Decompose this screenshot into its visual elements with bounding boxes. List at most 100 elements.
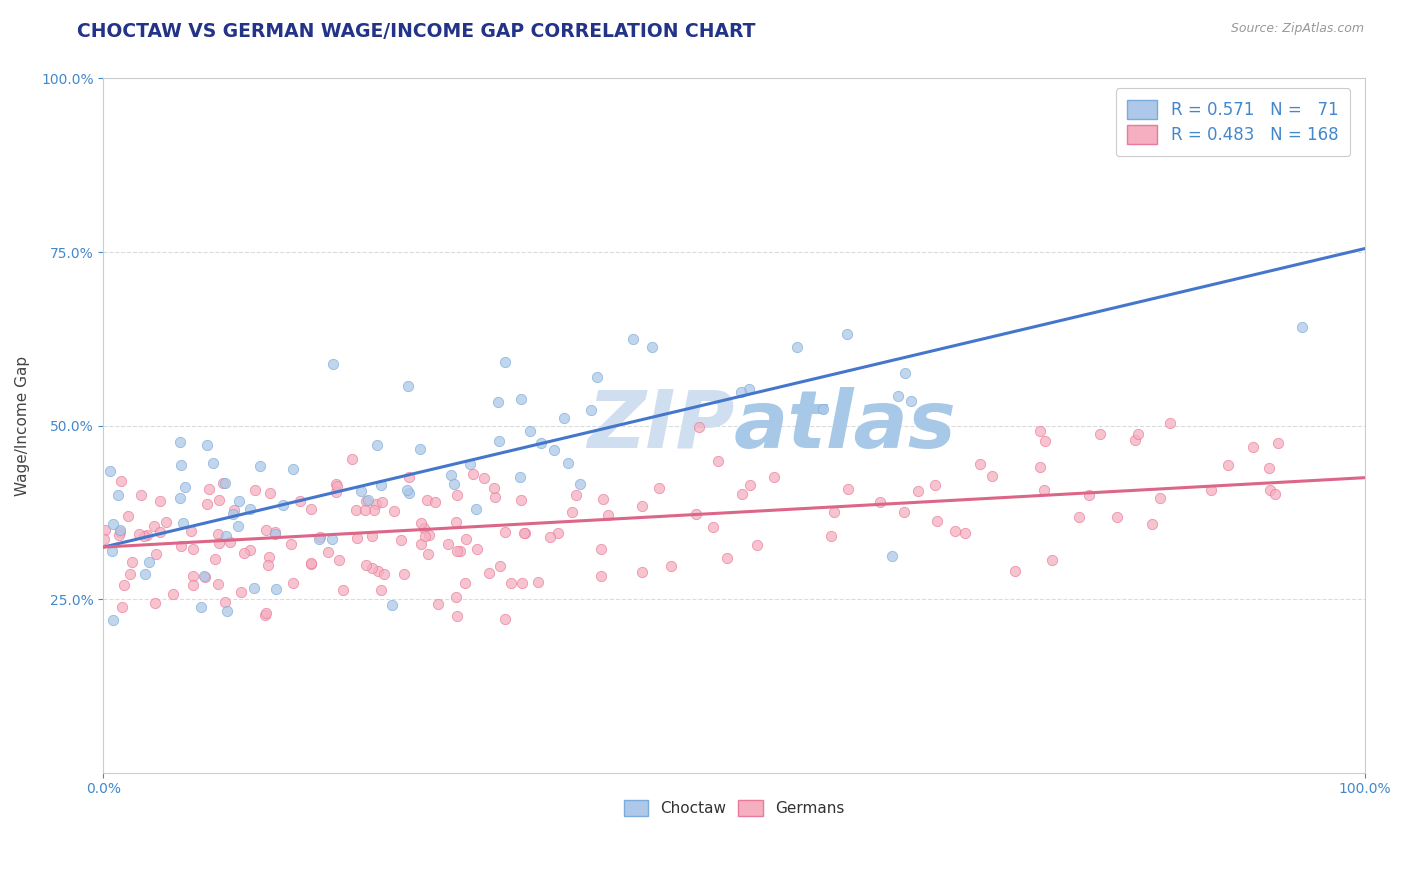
- Point: [325, 476, 347, 491]
- Point: [738, 382, 761, 396]
- Point: [370, 582, 392, 597]
- Point: [1105, 509, 1128, 524]
- Point: [111, 599, 134, 614]
- Point: [346, 531, 368, 545]
- Point: [981, 469, 1004, 483]
- Point: [621, 332, 644, 346]
- Legend: Choctaw, Germans: Choctaw, Germans: [616, 793, 852, 824]
- Point: [1291, 319, 1313, 334]
- Point: [925, 514, 948, 528]
- Point: [370, 477, 392, 491]
- Point: [215, 529, 238, 543]
- Point: [1033, 434, 1056, 448]
- Point: [207, 526, 229, 541]
- Point: [214, 594, 236, 608]
- Point: [357, 492, 380, 507]
- Point: [149, 524, 172, 539]
- Point: [149, 493, 172, 508]
- Point: [354, 494, 377, 508]
- Point: [257, 550, 280, 565]
- Point: [135, 528, 157, 542]
- Point: [685, 507, 707, 521]
- Point: [837, 482, 859, 496]
- Point: [446, 488, 468, 502]
- Point: [515, 526, 537, 541]
- Point: [413, 521, 436, 535]
- Point: [411, 537, 433, 551]
- Point: [170, 539, 193, 553]
- Point: [243, 581, 266, 595]
- Point: [557, 456, 579, 470]
- Point: [591, 542, 613, 557]
- Point: [509, 469, 531, 483]
- Point: [465, 541, 488, 556]
- Point: [869, 495, 891, 509]
- Point: [112, 578, 135, 592]
- Point: [716, 550, 738, 565]
- Point: [322, 357, 344, 371]
- Point: [458, 457, 481, 471]
- Point: [418, 528, 440, 542]
- Point: [592, 492, 614, 507]
- Point: [409, 442, 432, 456]
- Point: [484, 490, 506, 504]
- Point: [823, 505, 845, 519]
- Point: [510, 392, 533, 406]
- Point: [204, 552, 226, 566]
- Point: [444, 590, 467, 604]
- Point: [413, 529, 436, 543]
- Point: [543, 443, 565, 458]
- Point: [392, 567, 415, 582]
- Point: [328, 553, 350, 567]
- Point: [553, 411, 575, 425]
- Point: [173, 480, 195, 494]
- Point: [494, 612, 516, 626]
- Point: [463, 467, 485, 482]
- Point: [396, 483, 419, 497]
- Point: [363, 503, 385, 517]
- Point: [943, 524, 966, 538]
- Point: [900, 394, 922, 409]
- Point: [1069, 510, 1091, 524]
- Point: [332, 583, 354, 598]
- Point: [195, 438, 218, 452]
- Point: [398, 470, 420, 484]
- Point: [437, 537, 460, 551]
- Point: [180, 524, 202, 538]
- Point: [361, 560, 384, 574]
- Point: [519, 424, 541, 438]
- Point: [283, 576, 305, 591]
- Point: [446, 543, 468, 558]
- Point: [108, 525, 131, 540]
- Point: [231, 584, 253, 599]
- Point: [290, 494, 312, 508]
- Point: [880, 549, 903, 564]
- Point: [1042, 552, 1064, 566]
- Point: [254, 608, 277, 623]
- Point: [190, 599, 212, 614]
- Point: [488, 559, 510, 574]
- Point: [1267, 436, 1289, 450]
- Point: [181, 541, 204, 556]
- Point: [118, 567, 141, 582]
- Point: [561, 505, 583, 519]
- Point: [224, 502, 246, 516]
- Point: [208, 493, 231, 508]
- Point: [195, 497, 218, 511]
- Point: [254, 524, 277, 538]
- Point: [193, 569, 215, 583]
- Point: [579, 403, 602, 417]
- Point: [647, 481, 669, 495]
- Point: [1123, 433, 1146, 447]
- Point: [1029, 425, 1052, 439]
- Point: [169, 458, 191, 472]
- Point: [201, 456, 224, 470]
- Point: [145, 547, 167, 561]
- Point: [325, 485, 347, 500]
- Point: [318, 544, 340, 558]
- Point: [280, 536, 302, 550]
- Point: [1088, 427, 1111, 442]
- Point: [454, 532, 477, 546]
- Point: [969, 458, 991, 472]
- Point: [98, 465, 121, 479]
